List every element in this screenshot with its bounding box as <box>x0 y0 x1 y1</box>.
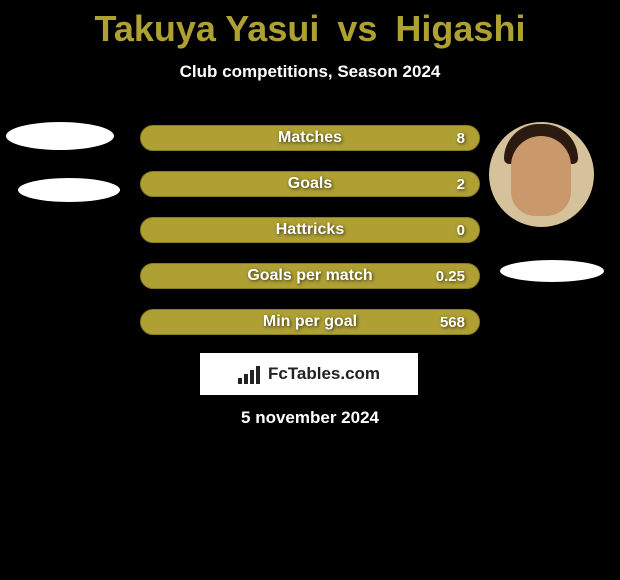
title-player2: Higashi <box>395 8 525 49</box>
brand-box: FcTables.com <box>200 353 418 395</box>
title-vs: vs <box>337 8 377 49</box>
brand-label: FcTables.com <box>268 364 380 384</box>
stat-value: 8 <box>457 130 465 147</box>
stat-label: Hattricks <box>276 221 344 239</box>
stat-label: Min per goal <box>263 313 357 331</box>
date-label: 5 november 2024 <box>0 408 620 428</box>
subtitle: Club competitions, Season 2024 <box>0 62 620 82</box>
stat-bar-gpm: Goals per match 0.25 <box>140 263 480 289</box>
stat-value: 568 <box>440 314 465 331</box>
stat-value: 2 <box>457 176 465 193</box>
decorative-ellipse <box>6 122 114 150</box>
stat-bar-matches: Matches 8 <box>140 125 480 151</box>
stat-label: Goals <box>288 175 332 193</box>
page-title: Takuya Yasui vs Higashi <box>0 0 620 50</box>
avatar-player2 <box>489 122 594 227</box>
decorative-ellipse <box>500 260 604 282</box>
decorative-ellipse <box>18 178 120 202</box>
stat-label: Matches <box>278 129 342 147</box>
avatar-face <box>511 136 571 216</box>
stat-label: Goals per match <box>247 267 372 285</box>
stat-bar-goals: Goals 2 <box>140 171 480 197</box>
stat-bars: Matches 8 Goals 2 Hattricks 0 Goals per … <box>140 125 480 355</box>
title-player1: Takuya Yasui <box>95 8 320 49</box>
stat-value: 0.25 <box>436 268 465 285</box>
stat-value: 0 <box>457 222 465 239</box>
stat-bar-hattricks: Hattricks 0 <box>140 217 480 243</box>
stat-bar-mpg: Min per goal 568 <box>140 309 480 335</box>
brand-chart-icon <box>238 364 262 384</box>
avatar-circle <box>489 122 594 227</box>
